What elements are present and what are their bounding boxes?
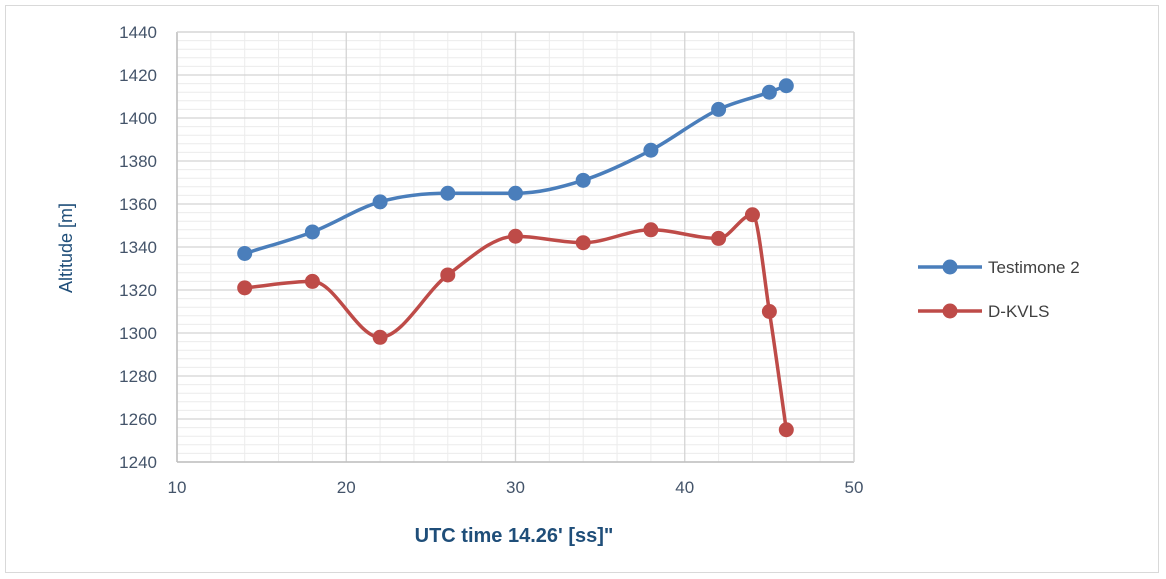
legend-marker-d-kvls (942, 303, 958, 319)
data-point-d-kvls (643, 222, 659, 238)
data-point-d-kvls (744, 207, 760, 223)
data-point-testimone-2 (575, 172, 591, 188)
data-point-testimone-2 (643, 142, 659, 158)
data-point-testimone-2 (237, 245, 253, 261)
legend-label-d-kvls: D-KVLS (988, 302, 1049, 321)
y-tick-label: 1400 (119, 109, 157, 128)
data-point-d-kvls (304, 273, 320, 289)
data-point-d-kvls (372, 329, 388, 345)
data-point-testimone-2 (508, 185, 523, 201)
y-tick-label: 1320 (119, 281, 157, 300)
data-point-testimone-2 (440, 185, 456, 201)
data-point-d-kvls (711, 230, 727, 246)
x-tick-label: 20 (337, 478, 356, 497)
x-tick-label: 40 (675, 478, 694, 497)
data-point-d-kvls (440, 267, 456, 283)
y-tick-label: 1260 (119, 410, 157, 429)
legend-label-testimone-2: Testimone 2 (988, 258, 1080, 277)
y-tick-label: 1300 (119, 324, 157, 343)
x-tick-labels: 10 20 30 40 50 (168, 478, 864, 497)
data-point-testimone-2 (304, 224, 320, 240)
chart-frame (5, 5, 1159, 573)
legend: Testimone 2 D-KVLS (918, 258, 1080, 321)
y-axis-title: Altitude [m] (56, 203, 76, 293)
y-tick-label: 1280 (119, 367, 157, 386)
data-point-d-kvls (761, 304, 777, 319)
data-point-testimone-2 (778, 78, 794, 94)
y-tick-label: 1380 (119, 152, 157, 171)
x-tick-label: 10 (168, 478, 187, 497)
data-point-d-kvls (575, 235, 591, 251)
series-line-testimone-2 (244, 84, 787, 256)
x-tick-label: 30 (506, 478, 525, 497)
y-tick-label: 1240 (119, 453, 157, 472)
x-axis-title: UTC time 14.26' [ss]" (415, 525, 614, 547)
y-tick-label: 1360 (119, 195, 157, 214)
plot-frame (176, 31, 855, 463)
data-point-d-kvls (508, 228, 523, 244)
x-tick-label: 50 (845, 478, 864, 497)
y-tick-label: 1420 (119, 66, 157, 85)
data-point-testimone-2 (372, 194, 388, 210)
y-tick-label: 1340 (119, 238, 157, 257)
y-tick-labels: 1240 1260 1280 1300 1320 1340 1360 1380 1400 1420… (119, 23, 157, 472)
series-points (237, 78, 794, 438)
data-point-testimone-2 (761, 84, 777, 100)
legend-marker-testimone-2 (942, 259, 958, 275)
data-point-testimone-2 (711, 101, 727, 117)
data-point-d-kvls (778, 422, 794, 438)
y-tick-label: 1440 (119, 23, 157, 42)
data-point-d-kvls (237, 280, 253, 296)
